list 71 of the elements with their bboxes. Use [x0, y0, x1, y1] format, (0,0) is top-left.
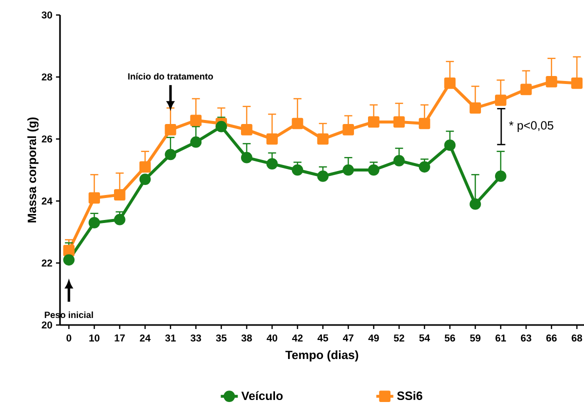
- point: [164, 124, 176, 136]
- x-tick-label: 49: [368, 334, 379, 342]
- point: [393, 155, 405, 166]
- x-tick-label: 63: [520, 334, 532, 342]
- y-tick-label: 28: [42, 73, 52, 81]
- point: [444, 78, 456, 89]
- y-tick-label: 22: [42, 260, 52, 266]
- y-tick-label: 30: [42, 11, 52, 19]
- legend-label: Veículo: [241, 391, 283, 400]
- point: [63, 254, 75, 266]
- point: [393, 116, 405, 128]
- x-tick-label: 42: [292, 334, 303, 342]
- point: [190, 114, 202, 126]
- point: [317, 133, 329, 145]
- x-tick-label: 0: [66, 334, 72, 342]
- point: [444, 140, 456, 151]
- x-tick-label: 56: [444, 334, 456, 342]
- point: [241, 152, 252, 164]
- point: [470, 198, 481, 210]
- x-tick-label: 40: [266, 334, 278, 342]
- point: [63, 244, 75, 256]
- point: [216, 120, 227, 132]
- point: [190, 136, 202, 148]
- point: [164, 148, 176, 160]
- y-tick-label: 20: [42, 321, 52, 329]
- x-tick-label: 38: [241, 334, 252, 342]
- y-tick-label: 26: [42, 135, 52, 143]
- x-tick-label: 59: [470, 334, 480, 342]
- point: [241, 124, 252, 136]
- point: [266, 133, 278, 145]
- point: [114, 189, 126, 200]
- point: [571, 78, 583, 89]
- y-tick-label: 24: [42, 198, 52, 204]
- x-tick-label: 66: [546, 334, 557, 342]
- point: [266, 158, 278, 170]
- point: [368, 164, 380, 176]
- y-axis-title: Massa corporal (g): [27, 117, 39, 222]
- x-tick-label: 54: [419, 334, 430, 342]
- point: [88, 217, 100, 228]
- point: [317, 170, 329, 182]
- x-tick-label: 68: [572, 334, 582, 342]
- point: [88, 192, 100, 204]
- point: [520, 84, 532, 96]
- x-tick-label: 35: [216, 334, 227, 342]
- point: [470, 102, 481, 114]
- x-tick-label: 47: [342, 334, 354, 342]
- point: [139, 174, 151, 185]
- point: [368, 116, 380, 128]
- point: [342, 164, 354, 176]
- point: [418, 161, 430, 173]
- x-tick-label: 61: [496, 334, 506, 342]
- point: [342, 124, 354, 136]
- point: [546, 76, 558, 88]
- legend-label: SSi6: [397, 391, 422, 400]
- x-tick-label: 45: [318, 334, 328, 342]
- point: [292, 164, 304, 176]
- point: [114, 214, 126, 226]
- x-tick-label: 24: [140, 334, 151, 342]
- point: [418, 118, 430, 130]
- point: [292, 118, 304, 130]
- point: [495, 94, 506, 106]
- x-tick-label: 52: [394, 334, 404, 342]
- point: [495, 170, 506, 182]
- x-tick-label: 10: [89, 334, 100, 342]
- annotation: * p<0,05: [509, 121, 554, 132]
- point: [139, 161, 151, 173]
- x-axis-title: Tempo (dias): [285, 350, 358, 362]
- x-tick-label: 33: [190, 334, 202, 342]
- x-tick-label: 31: [165, 334, 176, 342]
- x-tick-label: 17: [114, 334, 125, 342]
- annotation: Início do tratamento: [128, 72, 213, 80]
